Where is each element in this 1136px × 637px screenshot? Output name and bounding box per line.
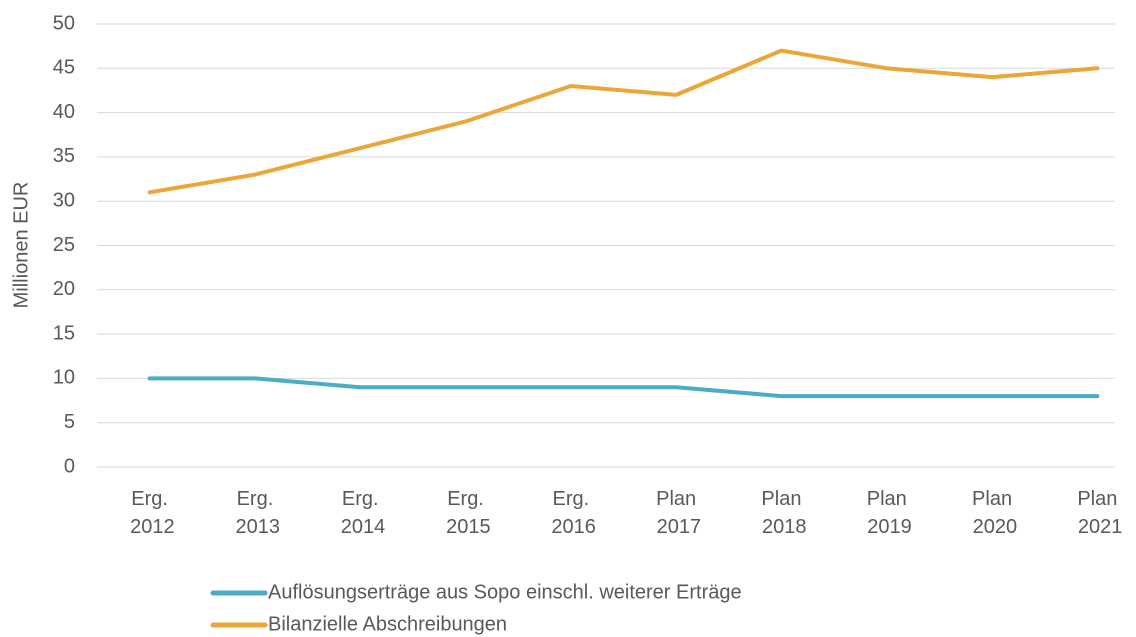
y-tick-label: 45 xyxy=(53,57,75,79)
series-line xyxy=(147,376,1100,399)
x-tick-label: Erg. 2015 xyxy=(441,488,491,538)
y-tick-label: 35 xyxy=(53,145,75,167)
x-tick-label: Erg. 2012 xyxy=(125,488,175,538)
x-tick-label: Plan 2021 xyxy=(1072,488,1122,538)
legend-label: Bilanzielle Abschreibungen xyxy=(268,613,507,635)
x-tick-label: Erg. 2013 xyxy=(230,488,280,538)
series-line xyxy=(147,48,1100,195)
y-tick-label: 15 xyxy=(53,322,75,344)
y-tick-label: 0 xyxy=(64,455,75,477)
y-axis-label: Millionen EUR xyxy=(10,182,32,309)
x-tick-label: Erg. 2016 xyxy=(546,488,596,538)
y-tick-label: 5 xyxy=(64,411,75,433)
y-tick-label: 20 xyxy=(53,278,75,300)
x-tick-label: Erg. 2014 xyxy=(335,488,385,538)
y-tick-label: 40 xyxy=(53,101,75,123)
y-tick-label: 50 xyxy=(53,12,75,34)
y-tick-label: 25 xyxy=(53,234,75,256)
y-tick-label: 10 xyxy=(53,367,75,389)
x-tick-label: Plan 2017 xyxy=(651,488,701,538)
y-tick-label: 30 xyxy=(53,189,75,211)
legend-label: Auflösungserträge aus Sopo einschl. weit… xyxy=(268,581,742,603)
x-tick-label: Plan 2019 xyxy=(862,488,912,538)
x-tick-label: Plan 2018 xyxy=(756,488,806,538)
x-tick-label: Plan 2020 xyxy=(967,488,1017,538)
